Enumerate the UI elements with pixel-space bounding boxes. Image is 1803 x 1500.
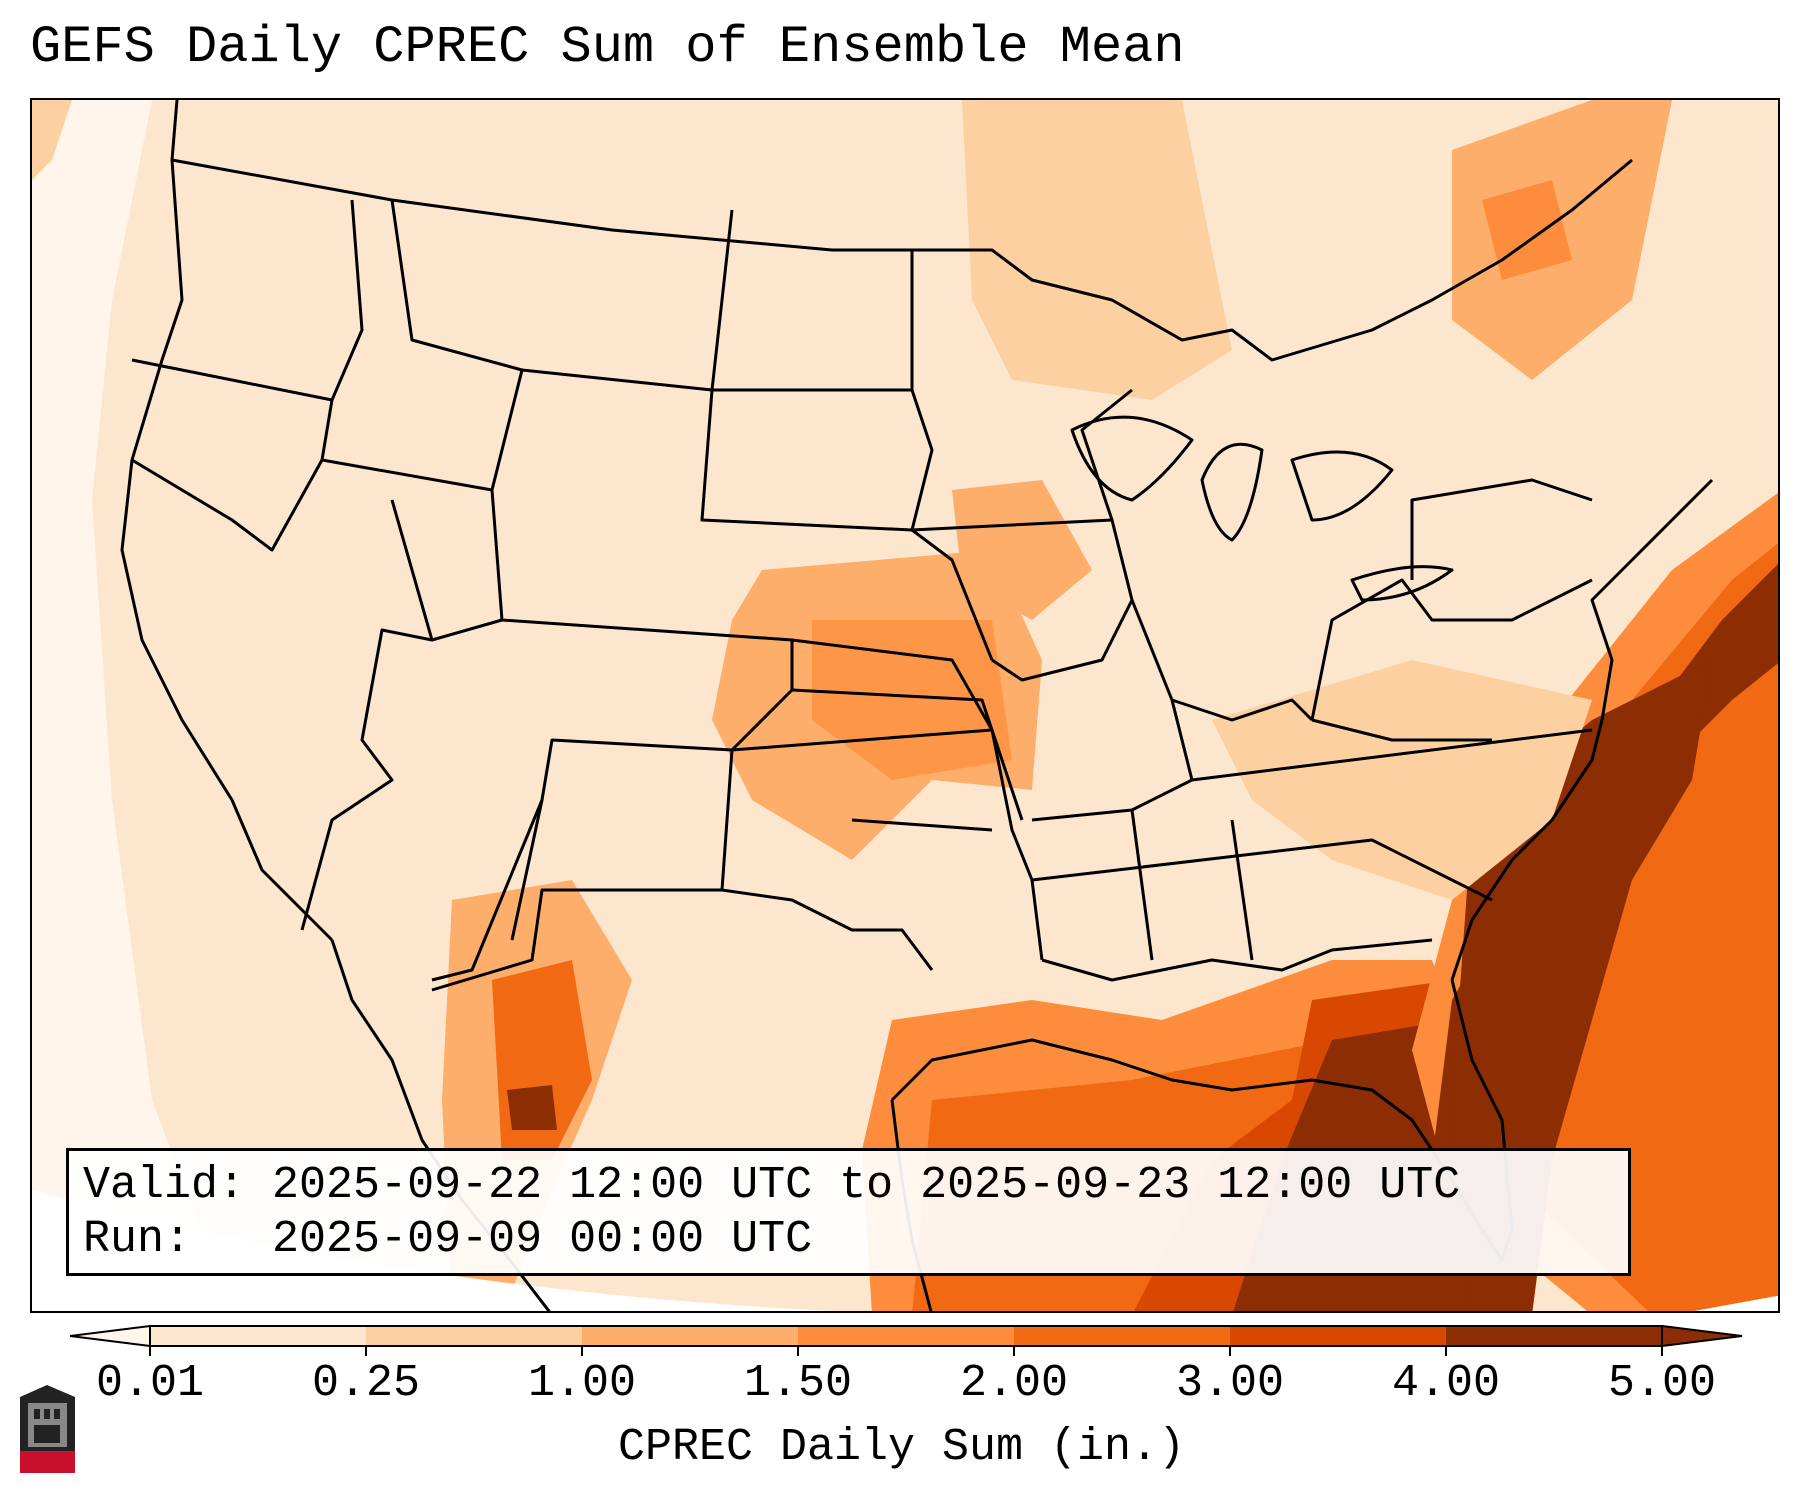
niu-logo xyxy=(20,1385,75,1485)
colorbar-outline xyxy=(149,1325,1663,1347)
colorbar-extend-high xyxy=(1661,1324,1743,1348)
colorbar-segment xyxy=(1014,1326,1230,1346)
run-value: 2025-09-09 00:00 UTC xyxy=(272,1214,813,1265)
colorbar-extend-low xyxy=(69,1324,151,1348)
colorbar-segment xyxy=(798,1326,1014,1346)
colorbar-tick-label: 4.00 xyxy=(1391,1358,1501,1409)
colorbar-graphic xyxy=(69,1324,1743,1356)
run-label: Run: xyxy=(83,1214,192,1265)
colorbar-tick-label: 1.00 xyxy=(527,1358,637,1409)
colorbar-tick-label: 0.25 xyxy=(311,1358,421,1409)
colorbar-segment xyxy=(582,1326,798,1346)
map-graphic xyxy=(32,100,1778,1311)
colorbar-segment xyxy=(150,1326,366,1346)
colorbar-tick-label: 5.00 xyxy=(1607,1358,1717,1409)
colorbar-segment xyxy=(1446,1326,1662,1346)
colorbar-label: CPREC Daily Sum (in.) xyxy=(617,1422,1186,1473)
colorbar-segment xyxy=(1230,1326,1446,1346)
colorbar-tick-label: 2.00 xyxy=(959,1358,1069,1409)
precipitation-map xyxy=(30,98,1780,1313)
colorbar-tick-label: 1.50 xyxy=(743,1358,853,1409)
run-row: Run: 2025-09-09 00:00 UTC xyxy=(83,1213,1614,1267)
colorbar-tick-label: 0.01 xyxy=(95,1358,205,1409)
valid-row: Valid: 2025-09-22 12:00 UTC to 2025-09-2… xyxy=(83,1159,1614,1213)
niu-logo-icon xyxy=(20,1385,75,1473)
valid-label: Valid: xyxy=(83,1160,246,1211)
colorbar-segment xyxy=(366,1326,582,1346)
valid-value: 2025-09-22 12:00 UTC to 2025-09-23 12:00… xyxy=(272,1160,1461,1211)
validity-info-box: Valid: 2025-09-22 12:00 UTC to 2025-09-2… xyxy=(66,1148,1631,1276)
colorbar xyxy=(69,1318,1750,1368)
map-title: GEFS Daily CPREC Sum of Ensemble Mean xyxy=(30,18,1185,77)
colorbar-tick-label: 3.00 xyxy=(1175,1358,1285,1409)
